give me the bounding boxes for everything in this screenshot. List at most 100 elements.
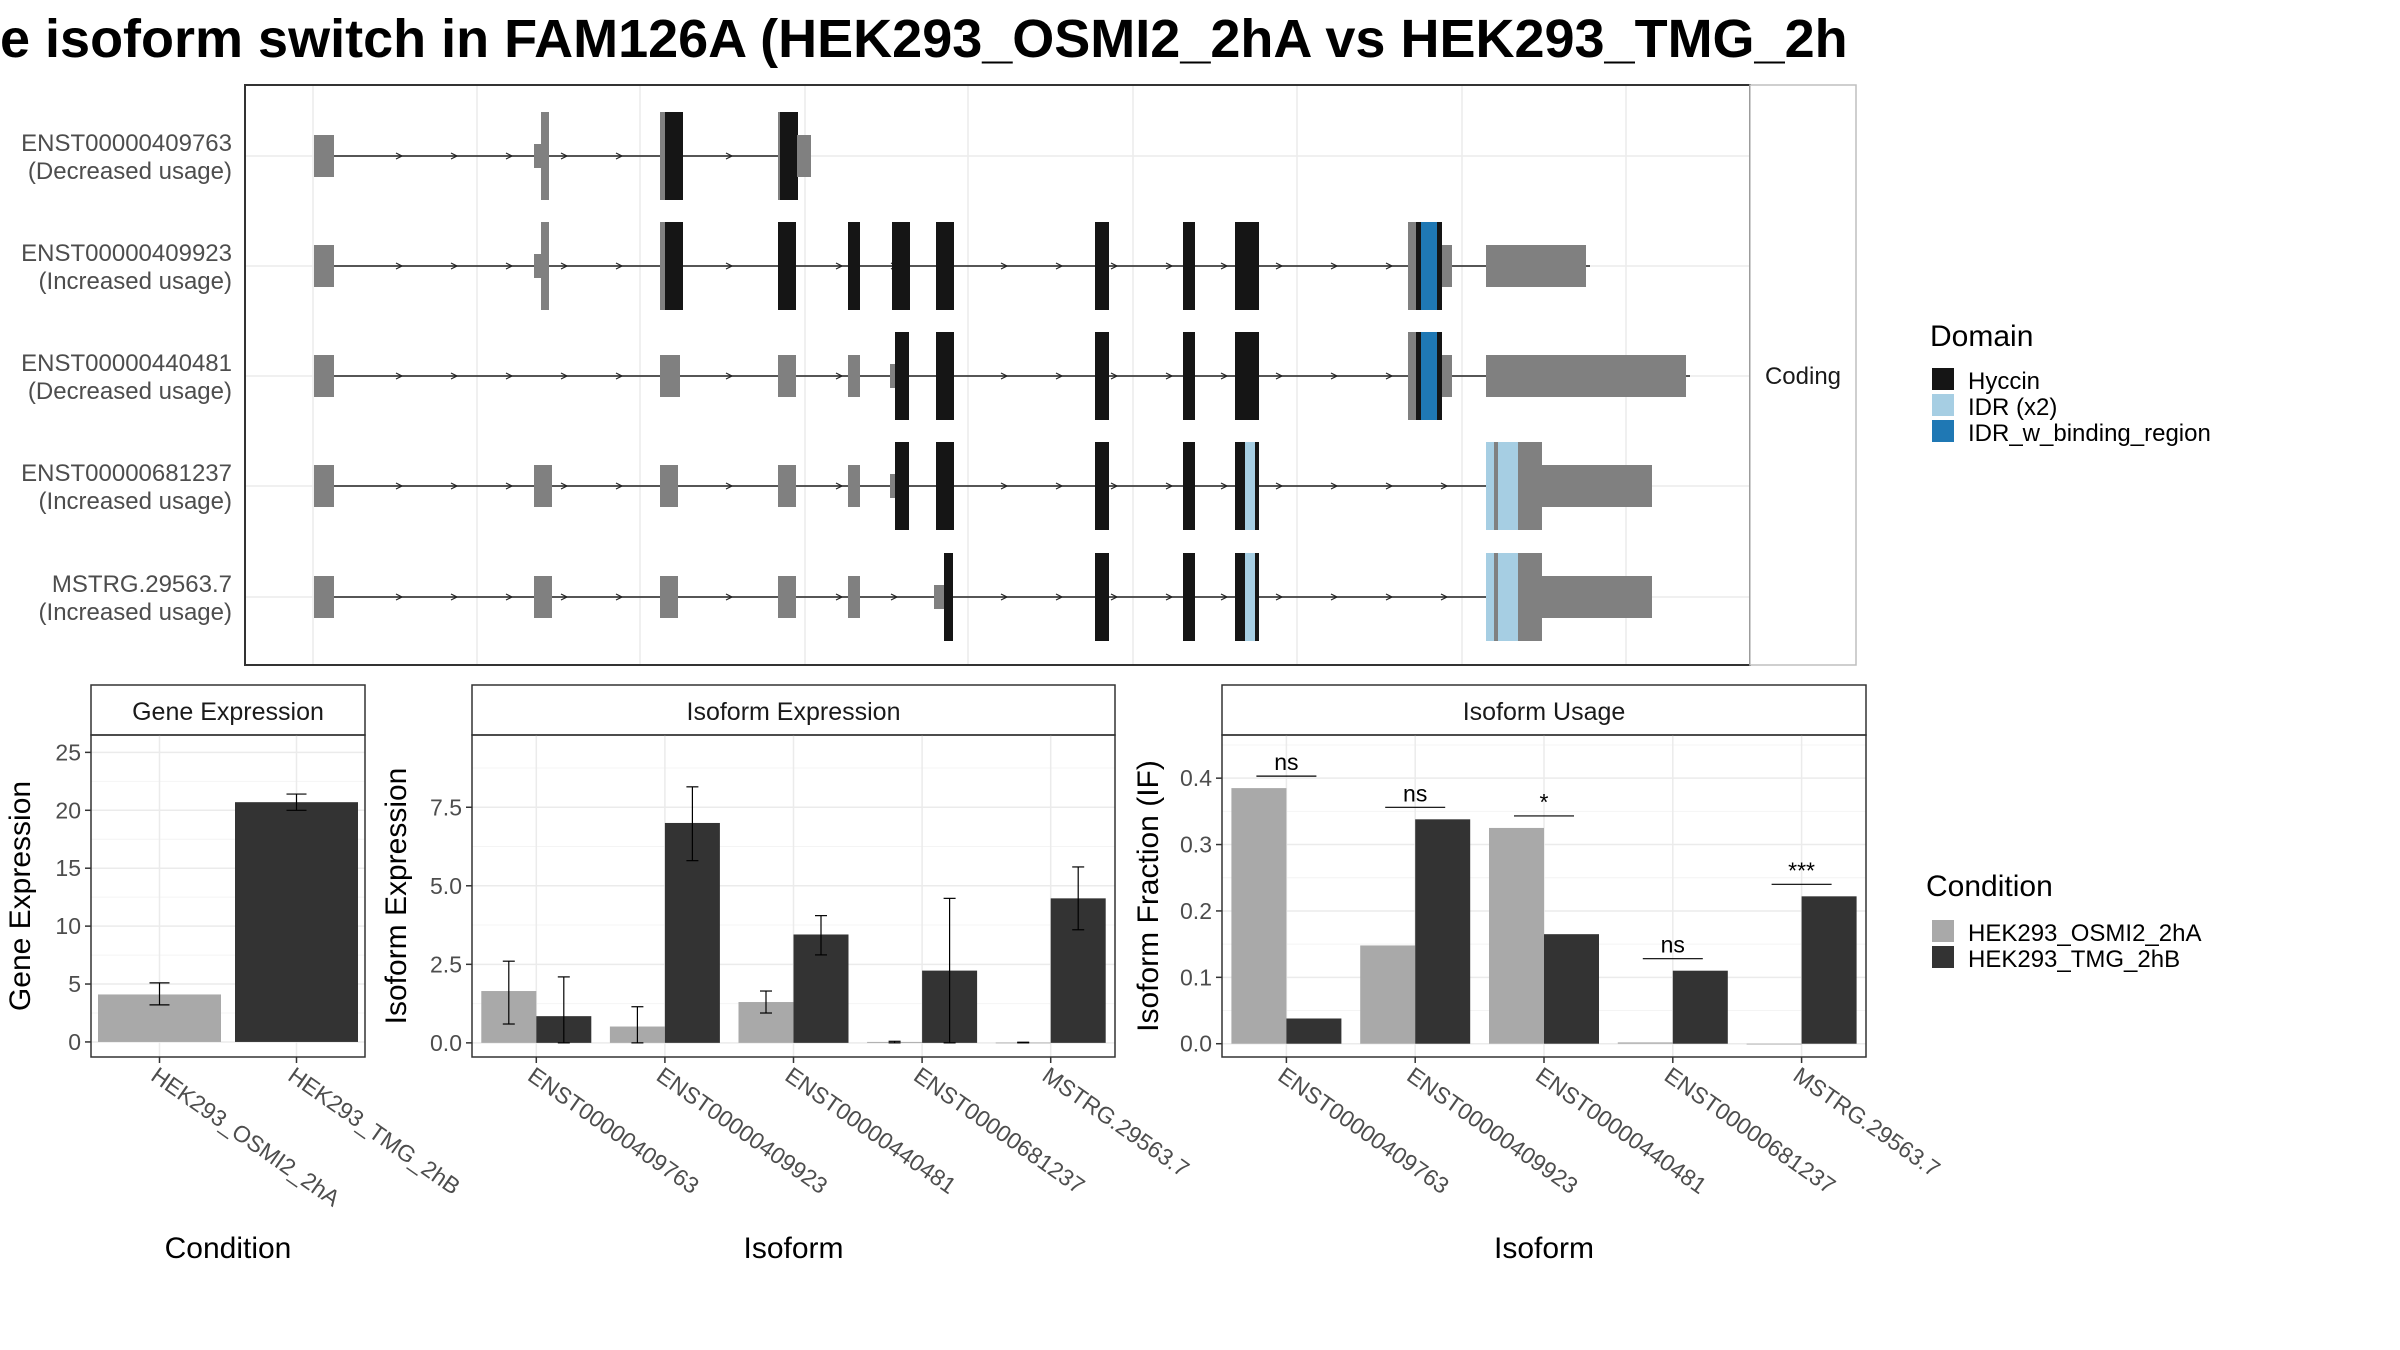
- y-tick-label: 7.5: [430, 794, 462, 820]
- isoform-label-id: ENST00000409923: [21, 240, 232, 267]
- strand-arrow: [725, 262, 734, 270]
- legend-label-idr-binding: IDR_w_binding_region: [1968, 420, 2211, 447]
- x-axis-title: Isoform: [743, 1232, 843, 1265]
- exon: [1095, 553, 1109, 641]
- y-axis-title: Gene Expression: [4, 781, 37, 1011]
- facet-title: Isoform Expression: [687, 698, 901, 726]
- exon: [1498, 553, 1518, 641]
- y-tick-label: 0.3: [1180, 832, 1212, 858]
- bar: [1231, 788, 1287, 1044]
- exon: [1095, 332, 1109, 420]
- condition-legend: Condition HEK293_OSMI2_2hA HEK293_TMG_2h…: [1926, 870, 2201, 973]
- facet-title: Isoform Usage: [1463, 698, 1626, 726]
- significance-label: ns: [1661, 932, 1685, 958]
- strand-arrow: [560, 482, 569, 490]
- strand-arrow: [450, 372, 459, 380]
- transcript-track: [314, 442, 1652, 530]
- strand-arrow: [615, 372, 624, 380]
- exon: [936, 332, 954, 420]
- exon: [1095, 442, 1109, 530]
- strand-arrow: [1330, 372, 1339, 380]
- bar: [1360, 945, 1416, 1044]
- strand-arrow: [395, 372, 404, 380]
- exon: [541, 112, 549, 200]
- exon: [1486, 442, 1494, 530]
- exon: [1245, 442, 1255, 530]
- bar: [1544, 934, 1599, 1044]
- facet-strip: [90, 684, 366, 736]
- y-tick-label: 10: [55, 913, 81, 939]
- y-tick-label: 5: [68, 971, 81, 997]
- strand-arrow: [1220, 482, 1229, 490]
- strand-arrow: [1440, 482, 1449, 490]
- exon: [890, 474, 898, 498]
- transcript-track: [314, 553, 1652, 641]
- exon: [534, 465, 552, 507]
- exon: [848, 465, 860, 507]
- strand-arrow: [395, 262, 404, 270]
- x-axis-title: Isoform: [1494, 1232, 1594, 1265]
- strand-arrow: [1220, 593, 1229, 601]
- transcript-track: [314, 222, 1590, 310]
- exon: [1235, 332, 1259, 420]
- exon: [892, 222, 910, 310]
- strand-arrow: [615, 593, 624, 601]
- condition-legend-title: Condition: [1926, 870, 2053, 903]
- strand-arrow: [560, 372, 569, 380]
- structure-tracks: [314, 112, 1690, 641]
- y-tick-label: 0.4: [1180, 765, 1212, 791]
- strand-arrow: [725, 152, 734, 160]
- exon: [1183, 553, 1195, 641]
- panel-border: [90, 734, 366, 1058]
- exon: [1494, 442, 1498, 530]
- strand-arrow: [1165, 593, 1174, 601]
- exon: [848, 222, 860, 310]
- exon: [534, 144, 544, 168]
- isoform-label-usage: (Increased usage): [39, 599, 232, 626]
- legend-label-tmg: HEK293_TMG_2hB: [1968, 946, 2180, 973]
- exon: [1183, 442, 1195, 530]
- exon: [660, 222, 668, 310]
- strand-arrow: [1110, 482, 1119, 490]
- isoform-label-usage: (Decreased usage): [28, 158, 232, 185]
- legend-swatch-idr-binding: [1932, 420, 1954, 442]
- exon: [665, 112, 683, 200]
- strand-arrow: [1110, 372, 1119, 380]
- strand-arrow: [835, 372, 844, 380]
- exon: [1442, 355, 1452, 397]
- exon: [780, 112, 798, 200]
- y-tick-label: 0.0: [430, 1030, 462, 1056]
- y-tick-label: 0: [68, 1029, 81, 1055]
- exon: [778, 355, 796, 397]
- exon: [778, 222, 796, 310]
- y-tick-label: 20: [55, 797, 81, 823]
- domain-legend: Domain Hyccin IDR (x2) IDR_w_binding_reg…: [1930, 320, 2211, 447]
- exon: [660, 465, 678, 507]
- strand-arrow: [395, 482, 404, 490]
- strand-arrow: [1000, 372, 1009, 380]
- strand-arrow: [725, 372, 734, 380]
- exon: [1235, 222, 1259, 310]
- exon: [314, 576, 334, 618]
- y-tick-label: 2.5: [430, 951, 462, 977]
- y-tick-label: 0.2: [1180, 898, 1212, 924]
- strand-arrow: [1055, 372, 1064, 380]
- strand-arrow: [560, 593, 569, 601]
- strand-arrow: [1220, 262, 1229, 270]
- exon: [936, 222, 954, 310]
- strand-arrow: [890, 593, 899, 601]
- exon: [848, 576, 860, 618]
- exon: [314, 245, 334, 287]
- strand-arrow: [615, 482, 624, 490]
- exon: [934, 585, 944, 609]
- y-tick-label: 0.1: [1180, 964, 1212, 990]
- bar: [1801, 896, 1857, 1044]
- strand-arrow: [1330, 593, 1339, 601]
- strand-arrow: [1055, 593, 1064, 601]
- strand-arrow: [1000, 262, 1009, 270]
- strand-arrow: [1110, 593, 1119, 601]
- structure-panel: Coding ENST00000409763(Decreased usage)E…: [21, 84, 1857, 666]
- facet-strip: [1221, 684, 1867, 736]
- facet-label-coding: Coding: [1765, 363, 1841, 390]
